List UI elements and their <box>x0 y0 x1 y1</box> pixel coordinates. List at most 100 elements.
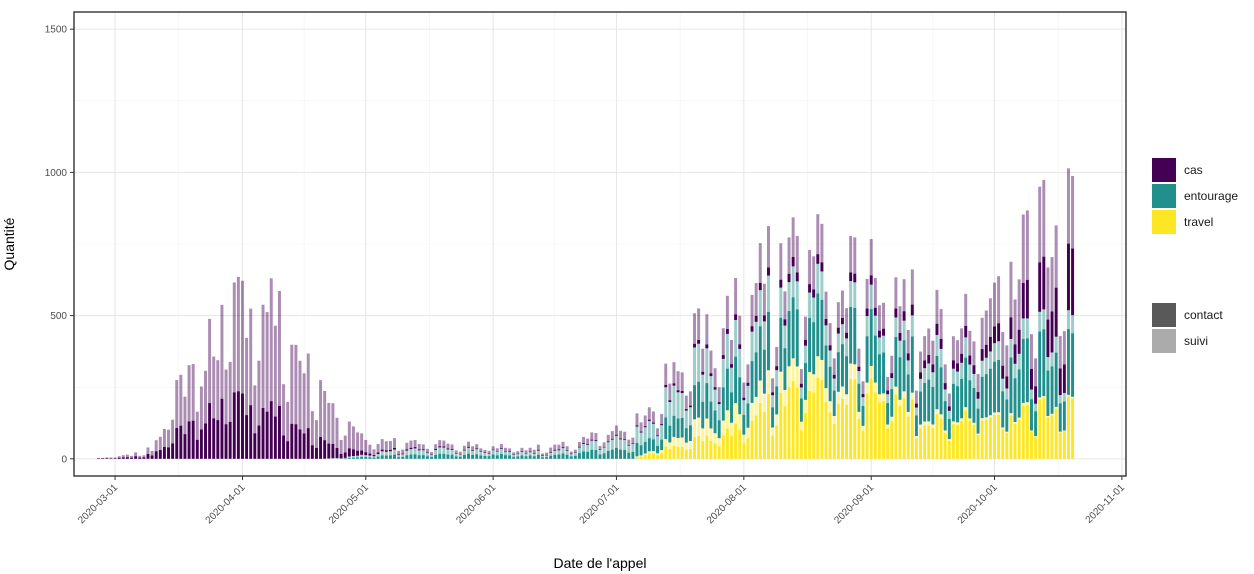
bar-cas-contact <box>1038 262 1042 312</box>
bar-travel-suivi <box>742 434 746 444</box>
bar-cas-contact <box>857 366 861 372</box>
bar-entourage-suivi <box>397 455 401 458</box>
bar-cas-contact <box>561 447 565 449</box>
bar-entourage-suivi <box>664 387 668 418</box>
bar-cas-suivi <box>1030 334 1033 369</box>
bar-entourage-suivi <box>565 450 569 455</box>
bar-travel-contact <box>664 446 668 459</box>
legend-key-contact <box>1152 303 1176 327</box>
bar-travel-suivi <box>812 374 816 393</box>
bar-entourage-suivi <box>869 284 873 310</box>
bar-cas-suivi <box>290 344 294 424</box>
bar-cas-suivi <box>1013 299 1017 345</box>
bar-cas-suivi <box>273 325 277 417</box>
bar-entourage-contact <box>861 405 865 426</box>
bar-travel-contact <box>820 379 824 459</box>
bar-cas-contact <box>1005 376 1009 389</box>
bar-travel-suivi <box>656 453 660 456</box>
bar-entourage-suivi <box>1038 311 1042 332</box>
bar-cas-contact <box>446 448 450 450</box>
bar-entourage-suivi <box>512 454 516 457</box>
bar-travel-suivi <box>754 396 758 416</box>
bar-cas-contact <box>705 344 709 349</box>
bar-entourage-contact <box>910 336 914 393</box>
bar-travel-suivi <box>947 439 951 441</box>
bar-cas-suivi <box>294 344 298 425</box>
bar-entourage-suivi <box>976 398 980 409</box>
bar-cas-suivi <box>832 358 836 375</box>
bar-cas-suivi <box>253 385 257 434</box>
bar-travel-suivi <box>668 442 672 449</box>
bar-entourage-contact <box>495 455 499 459</box>
bar-entourage-suivi <box>1009 338 1013 358</box>
bar-cas-contact <box>684 409 688 411</box>
bar-cas-contact <box>697 339 701 344</box>
bar-entourage-contact <box>713 410 717 434</box>
bar-cas-contact <box>195 439 199 459</box>
bar-cas-contact <box>812 289 816 298</box>
bar-entourage-contact <box>976 408 980 434</box>
bar-cas-contact <box>602 446 606 448</box>
bar-entourage-contact <box>1042 329 1046 397</box>
bar-cas-suivi <box>446 443 450 449</box>
y-tick-label: 0 <box>61 454 67 465</box>
bar-entourage-contact <box>524 456 528 459</box>
bar-travel-contact <box>1009 415 1013 459</box>
bar-travel-suivi <box>951 421 955 425</box>
bar-entourage-suivi <box>1021 318 1025 339</box>
bar-travel-suivi <box>861 425 865 431</box>
bar-travel-suivi <box>808 371 812 392</box>
bar-entourage-suivi <box>430 454 433 458</box>
bar-entourage-contact <box>947 418 951 440</box>
bar-cas-suivi <box>302 373 306 434</box>
bar-cas-contact <box>393 447 397 450</box>
bar-entourage-suivi <box>487 453 491 457</box>
bar-cas-suivi <box>1038 186 1042 263</box>
bar-cas-contact <box>820 262 824 272</box>
bar-cas-suivi <box>241 280 244 394</box>
bar-cas-contact <box>384 450 388 452</box>
bar-cas-suivi <box>319 380 323 437</box>
bar-travel-suivi <box>1062 430 1066 432</box>
bar-cas-contact <box>910 304 914 316</box>
bar-entourage-suivi <box>549 452 553 456</box>
bar-travel-contact <box>1062 431 1066 459</box>
bar-cas-contact <box>865 308 869 317</box>
bar-cas-suivi <box>906 329 910 354</box>
bar-entourage-contact <box>446 454 450 459</box>
bar-travel-suivi <box>697 417 701 436</box>
bar-travel-suivi <box>828 401 832 413</box>
bar-entourage-contact <box>393 454 397 459</box>
bar-entourage-contact <box>388 455 392 459</box>
bar-entourage-contact <box>803 363 807 400</box>
bar-travel-suivi <box>738 414 742 431</box>
bar-cas-contact <box>984 344 988 358</box>
bar-cas-contact <box>257 425 261 459</box>
bar-travel-suivi <box>816 356 820 378</box>
bar-entourage-contact <box>425 456 429 459</box>
bar-cas-contact <box>569 453 573 455</box>
bar-travel-suivi <box>1050 413 1054 416</box>
bar-cas-suivi <box>384 441 388 451</box>
bar-cas-contact <box>323 440 327 459</box>
bar-cas-suivi <box>101 457 105 459</box>
bar-entourage-contact <box>993 361 996 413</box>
bar-entourage-suivi <box>1017 353 1021 370</box>
bar-cas-contact <box>372 455 376 457</box>
bar-travel-suivi <box>984 417 988 420</box>
bar-travel-suivi <box>886 424 890 429</box>
bar-travel-contact <box>865 393 869 459</box>
bar-cas-contact <box>101 458 105 459</box>
bar-cas-suivi <box>282 384 286 436</box>
bar-entourage-suivi <box>713 389 717 411</box>
bar-travel-contact <box>1046 417 1050 459</box>
bar-cas-contact <box>130 457 134 459</box>
bar-cas-suivi <box>450 444 454 449</box>
bar-cas-suivi <box>627 439 631 446</box>
bar-cas-suivi <box>409 440 413 448</box>
bar-cas-suivi <box>179 374 183 426</box>
bar-cas-contact <box>877 330 881 338</box>
bar-cas-contact <box>557 449 561 451</box>
bar-entourage-suivi <box>676 392 680 419</box>
bar-entourage-suivi <box>902 320 906 341</box>
